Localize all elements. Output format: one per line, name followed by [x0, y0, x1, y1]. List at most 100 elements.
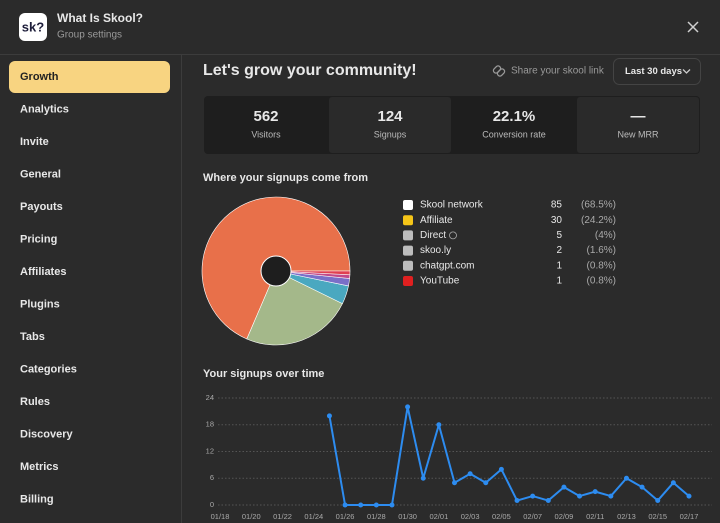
nav-item[interactable]: Tabs	[20, 331, 45, 343]
share-link[interactable]: Share your skool link	[492, 65, 605, 77]
point	[655, 498, 661, 504]
legend-count: 1	[556, 260, 562, 271]
point	[639, 484, 645, 490]
legend-share: (1.6%)	[587, 245, 616, 256]
nav-item[interactable]: Growth	[20, 71, 59, 83]
legend-share: (24.2%)	[581, 215, 616, 226]
stat-card	[453, 97, 575, 153]
x-tick-label: 02/11	[586, 512, 604, 521]
chart-title: Where your signups come from	[203, 172, 368, 184]
close-button[interactable]	[687, 21, 699, 33]
y-tick-label: 12	[206, 446, 214, 455]
legend-count: 85	[551, 200, 563, 211]
point	[358, 502, 364, 508]
stat-card	[577, 97, 699, 153]
point	[670, 480, 676, 486]
legend-label: Skool network	[420, 200, 484, 211]
nav-item[interactable]: Analytics	[20, 103, 69, 115]
nav-item[interactable]: Affiliates	[20, 266, 66, 278]
x-tick-label: 02/07	[523, 512, 542, 521]
stat-value: 22.1%	[493, 108, 536, 125]
legend-count: 30	[551, 215, 563, 226]
nav-item[interactable]: Discovery	[20, 428, 73, 440]
legend-label: chatgpt.com	[420, 260, 474, 271]
group-subtitle: Group settings	[57, 30, 122, 41]
nav-item[interactable]: General	[20, 168, 61, 180]
nav-item[interactable]: Rules	[20, 396, 50, 408]
point	[545, 498, 551, 504]
point	[561, 484, 567, 490]
legend-label: Affiliate	[420, 215, 453, 226]
point	[467, 471, 473, 477]
x-tick-label: 01/28	[367, 512, 386, 521]
pie-slice	[275, 270, 351, 276]
x-tick-label: 02/15	[648, 512, 667, 521]
stat-label: Conversion rate	[482, 129, 546, 139]
x-tick-label: 02/13	[617, 512, 636, 521]
nav-item[interactable]: Billing	[20, 493, 54, 505]
legend-label: Direct	[420, 230, 446, 241]
x-tick-label: 01/26	[336, 512, 355, 521]
page-title: Let's grow your community!	[203, 62, 417, 79]
legend-share: (0.8%)	[587, 260, 616, 271]
logo	[19, 13, 47, 41]
y-tick-label: 18	[206, 420, 214, 429]
range-button[interactable]: Last 30 days	[613, 58, 701, 85]
point	[686, 493, 692, 499]
legend-icon	[403, 230, 413, 241]
stat-value: —	[631, 108, 646, 125]
x-tick-label: 02/05	[492, 512, 511, 521]
nav-active-bg	[9, 61, 170, 93]
nav-item[interactable]: Metrics	[20, 461, 59, 473]
legend-share: (4%)	[595, 230, 616, 241]
x-tick-label: 01/24	[304, 512, 323, 521]
legend-icon	[403, 200, 413, 210]
nav-item[interactable]: Pricing	[20, 233, 57, 245]
nav-item[interactable]: Plugins	[20, 298, 60, 310]
pie-hole	[260, 255, 292, 287]
stat-value: 124	[377, 108, 403, 125]
logo-text: sk?	[22, 19, 44, 34]
group-title: What Is Skool?	[57, 11, 143, 25]
point	[342, 502, 348, 508]
series-line	[328, 405, 690, 506]
point	[436, 422, 442, 428]
legend-share: (0.8%)	[587, 276, 616, 287]
point	[498, 466, 504, 472]
share-link-text[interactable]: Share your skool link	[511, 66, 605, 77]
nav-item[interactable]: Invite	[20, 136, 49, 148]
stat-label: Visitors	[251, 129, 281, 139]
legend-icon	[403, 276, 413, 286]
stat-card	[329, 97, 451, 153]
x-tick-label: 02/03	[461, 512, 480, 521]
nav-item[interactable]: Payouts	[20, 201, 63, 213]
stat-label: Signups	[374, 129, 407, 139]
point	[389, 502, 395, 508]
point	[577, 493, 583, 499]
nav-item[interactable]: Categories	[20, 363, 77, 375]
x-tick-label: 01/30	[398, 512, 417, 521]
x-tick-label: 01/22	[273, 512, 292, 521]
point	[452, 480, 457, 486]
help-icon[interactable]	[449, 231, 457, 240]
legend-label: skoo.ly	[420, 245, 451, 256]
stat-value: 562	[253, 108, 278, 125]
range-text[interactable]: Last 30 days	[625, 66, 682, 77]
legend-count: 5	[556, 230, 562, 241]
stats-box	[204, 96, 700, 154]
legend-icon	[403, 260, 413, 271]
point	[420, 475, 426, 481]
x-tick-label: 02/09	[555, 512, 574, 521]
stat-label: New MRR	[617, 129, 659, 139]
chart-title: Your signups over time	[203, 368, 324, 380]
point	[373, 502, 379, 508]
pie-slice	[246, 270, 343, 346]
point	[592, 489, 598, 495]
legend-count: 1	[556, 276, 562, 287]
point	[514, 498, 520, 504]
point	[623, 475, 629, 481]
x-tick-label: 01/18	[211, 512, 230, 521]
legend-icon	[403, 215, 413, 226]
legend-icon	[403, 245, 413, 256]
